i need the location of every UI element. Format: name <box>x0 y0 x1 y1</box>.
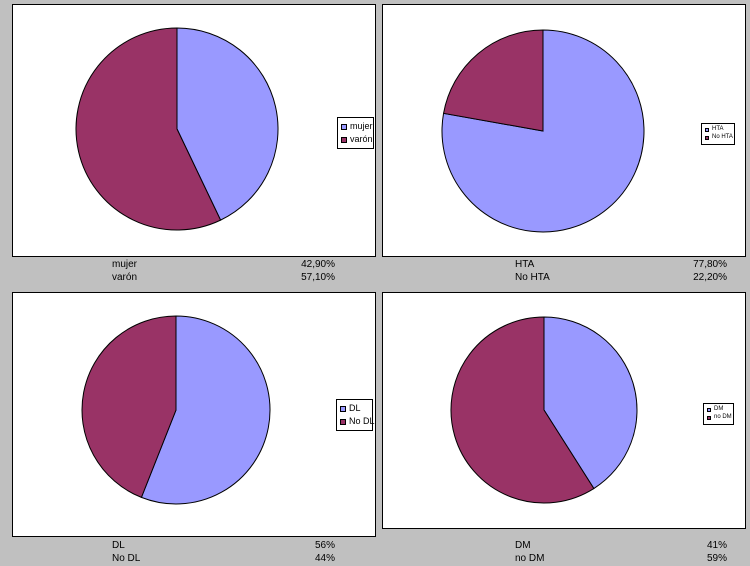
pie-slice-dm <box>543 316 638 490</box>
pie-slice-dl <box>140 315 271 505</box>
pie-chart-1 <box>75 27 279 231</box>
legend-entry: mujer <box>341 120 373 133</box>
legend-swatch <box>340 405 346 412</box>
table-row: DM 41% <box>515 539 727 552</box>
pie-slice-no-dl <box>81 315 177 499</box>
table-label: No HTA <box>515 272 550 283</box>
legend-entry: No DL <box>340 415 375 428</box>
legend-swatch <box>707 416 711 420</box>
data-table-4: DM 41% no DM 59% <box>515 539 727 565</box>
table-value: 44% <box>314 553 335 564</box>
legend-label: DM <box>714 406 724 413</box>
table-value: 22,20% <box>693 272 727 283</box>
table-value: 42,90% <box>301 259 335 270</box>
legend-entry: varón <box>341 133 373 146</box>
chart-panel-3: DL No DL <box>12 292 376 537</box>
legend-label: mujer <box>350 121 373 132</box>
table-label: DL <box>112 540 125 551</box>
legend-2: HTA No HTA <box>701 123 735 145</box>
pie-chart-2 <box>441 29 645 233</box>
legend-3: DL No DL <box>336 399 375 431</box>
table-label: varón <box>112 272 138 283</box>
pie-chart-3 <box>81 315 271 505</box>
chart-panel-2: HTA No HTA <box>382 4 746 257</box>
table-row: varón 57,10% <box>112 271 335 284</box>
legend-label: No HTA <box>712 134 733 141</box>
legend-label: HTA <box>712 126 724 133</box>
table-row: mujer 42,90% <box>112 258 335 271</box>
legend-entry: DL <box>340 402 369 415</box>
table-row: DL 56% <box>112 539 335 552</box>
table-row: no DM 59% <box>515 552 727 565</box>
legend-swatch <box>705 128 709 132</box>
pie-slice-varón <box>75 27 222 231</box>
data-table-2: HTA 77,80% No HTA 22,20% <box>515 258 727 284</box>
legend-label: varón <box>350 134 373 145</box>
pie-chart-4 <box>450 316 638 504</box>
chart-panel-4: DM no DM <box>382 292 746 529</box>
table-value: 56% <box>314 540 335 551</box>
legend-entry: no DM <box>707 414 732 422</box>
table-label: no DM <box>515 553 545 564</box>
legend-swatch <box>341 136 347 143</box>
legend-swatch <box>341 123 347 130</box>
table-value: 41% <box>706 540 727 551</box>
legend-4: DM no DM <box>703 403 734 425</box>
table-row: No DL 44% <box>112 552 335 565</box>
table-label: DM <box>515 540 531 551</box>
table-value: 77,80% <box>693 259 727 270</box>
legend-swatch <box>707 408 711 412</box>
legend-entry: No HTA <box>705 134 733 142</box>
legend-entry: HTA <box>705 126 731 134</box>
table-label: No DL <box>112 553 141 564</box>
legend-entry: DM <box>707 406 730 414</box>
pie-slice-no-hta <box>442 29 544 132</box>
table-label: HTA <box>515 259 535 270</box>
table-row: No HTA 22,20% <box>515 271 727 284</box>
data-table-3: DL 56% No DL 44% <box>112 539 335 565</box>
table-label: mujer <box>112 259 138 270</box>
legend-label: No DL <box>349 416 375 427</box>
legend-swatch <box>705 136 709 140</box>
table-value: 59% <box>706 553 727 564</box>
chart-panel-1: mujer varón <box>12 4 376 257</box>
legend-label: no DM <box>714 414 732 421</box>
legend-swatch <box>340 418 346 425</box>
pie-slice-no-dm <box>450 316 595 504</box>
data-table-1: mujer 42,90% varón 57,10% <box>112 258 335 284</box>
legend-label: DL <box>349 403 361 414</box>
legend-1: mujer varón <box>337 117 374 149</box>
pie-slice-mujer <box>176 27 279 221</box>
table-row: HTA 77,80% <box>515 258 727 271</box>
table-value: 57,10% <box>301 272 335 283</box>
